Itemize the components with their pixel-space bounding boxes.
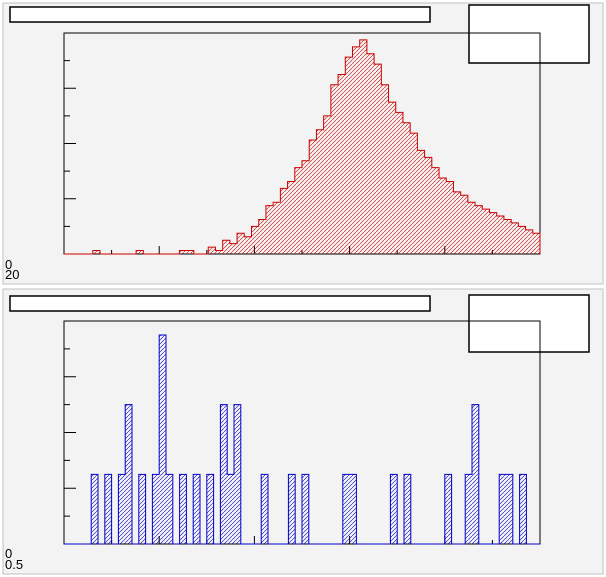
top-bin-60 [496, 216, 504, 254]
top-bin-65 [532, 233, 540, 254]
bottom-bin-23 [220, 404, 228, 544]
top-bin-30 [280, 188, 288, 254]
bottom-bin-64 [499, 474, 506, 544]
bottom-bin-15 [166, 474, 173, 544]
top-bin-37 [330, 84, 339, 254]
top-bin-53 [446, 181, 454, 254]
bottom-bin-50 [404, 474, 411, 544]
bottom-bin-6 [104, 474, 112, 544]
top-bin-27 [258, 219, 266, 254]
bottom-bin-11 [138, 474, 146, 544]
top-outline [64, 39, 541, 255]
bottom-bin-4 [91, 474, 98, 544]
top-bin-20 [208, 247, 216, 254]
top-bin-56 [467, 202, 476, 254]
top-bin-24 [237, 233, 245, 254]
top-bin-32 [294, 167, 302, 254]
top-bin-50 [424, 157, 432, 254]
top-bin-63 [518, 226, 526, 254]
top-bin-39 [345, 57, 353, 254]
bottom-bin-24 [227, 474, 234, 544]
top-bin-17 [186, 250, 194, 254]
top-ytick-label-0: 0 [5, 257, 12, 272]
top-bin-49 [417, 150, 425, 254]
top-bin-44 [381, 84, 389, 254]
top-bin-21 [215, 250, 223, 254]
bottom-bin-13 [152, 474, 160, 544]
bottom-bin-29 [261, 474, 268, 544]
top-bin-61 [503, 219, 512, 254]
top-bin-4 [92, 250, 101, 254]
top-bin-55 [460, 195, 468, 254]
top-bin-40 [352, 46, 360, 254]
bottom-bin-67 [519, 474, 527, 544]
top-bin-57 [475, 205, 483, 254]
top-bin-23 [229, 243, 238, 254]
bottom-bin-56 [444, 474, 452, 544]
top-bin-47 [402, 122, 411, 254]
top-bin-36 [323, 115, 331, 254]
bottom-bin-21 [206, 474, 214, 544]
top-bin-41 [359, 39, 367, 254]
bottom-histogram [64, 334, 540, 545]
bottom-ytick-label-1: 0.5 [5, 557, 23, 572]
top-bin-45 [388, 102, 396, 254]
bottom-bin-41 [342, 474, 350, 544]
bottom-bin-14 [159, 334, 166, 544]
bottom-bin-33 [288, 474, 296, 544]
top-bin-38 [338, 74, 346, 254]
top-pad: 0 20 [2, 2, 604, 285]
bottom-pad: 0 0.5 [2, 288, 604, 575]
top-bin-59 [489, 212, 497, 254]
top-ytick-label-1: 20 [5, 267, 19, 282]
top-bin-28 [265, 205, 274, 254]
bottom-bin-60 [472, 404, 479, 544]
bottom-bin-59 [465, 474, 472, 544]
top-bin-25 [244, 236, 252, 254]
bottom-bin-8 [118, 474, 126, 544]
bottom-outline [64, 334, 540, 545]
bottom-bin-42 [349, 474, 357, 544]
top-bin-26 [251, 226, 259, 254]
top-bin-10 [136, 250, 144, 254]
top-bin-22 [222, 240, 230, 254]
bottom-title-box [9, 295, 431, 312]
bottom-bin-35 [302, 474, 309, 544]
top-bin-34 [309, 140, 317, 254]
top-bin-16 [179, 250, 187, 254]
top-bin-46 [395, 112, 403, 254]
top-bin-58 [482, 209, 490, 254]
top-bin-51 [431, 167, 440, 254]
top-histogram [64, 39, 541, 255]
top-bin-35 [316, 129, 324, 254]
bottom-bin-48 [390, 474, 398, 544]
top-bin-48 [410, 133, 418, 254]
top-bin-54 [453, 191, 461, 254]
top-bin-52 [439, 178, 447, 254]
bottom-stats-box [468, 294, 590, 353]
top-bin-31 [287, 181, 295, 254]
top-bin-43 [374, 64, 382, 254]
bottom-bin-19 [193, 474, 200, 544]
bottom-bin-25 [234, 404, 241, 544]
bottom-bin-9 [125, 404, 132, 544]
top-bin-62 [511, 222, 519, 254]
bottom-bin-65 [506, 474, 513, 544]
bottom-ytick-label-0: 0 [5, 546, 12, 561]
top-bin-64 [525, 229, 533, 254]
bottom-bin-17 [179, 474, 187, 544]
top-bin-33 [302, 160, 310, 254]
top-bin-29 [273, 202, 281, 254]
top-stats-box [468, 4, 590, 64]
top-bin-42 [366, 53, 375, 254]
top-title-box [9, 6, 431, 23]
